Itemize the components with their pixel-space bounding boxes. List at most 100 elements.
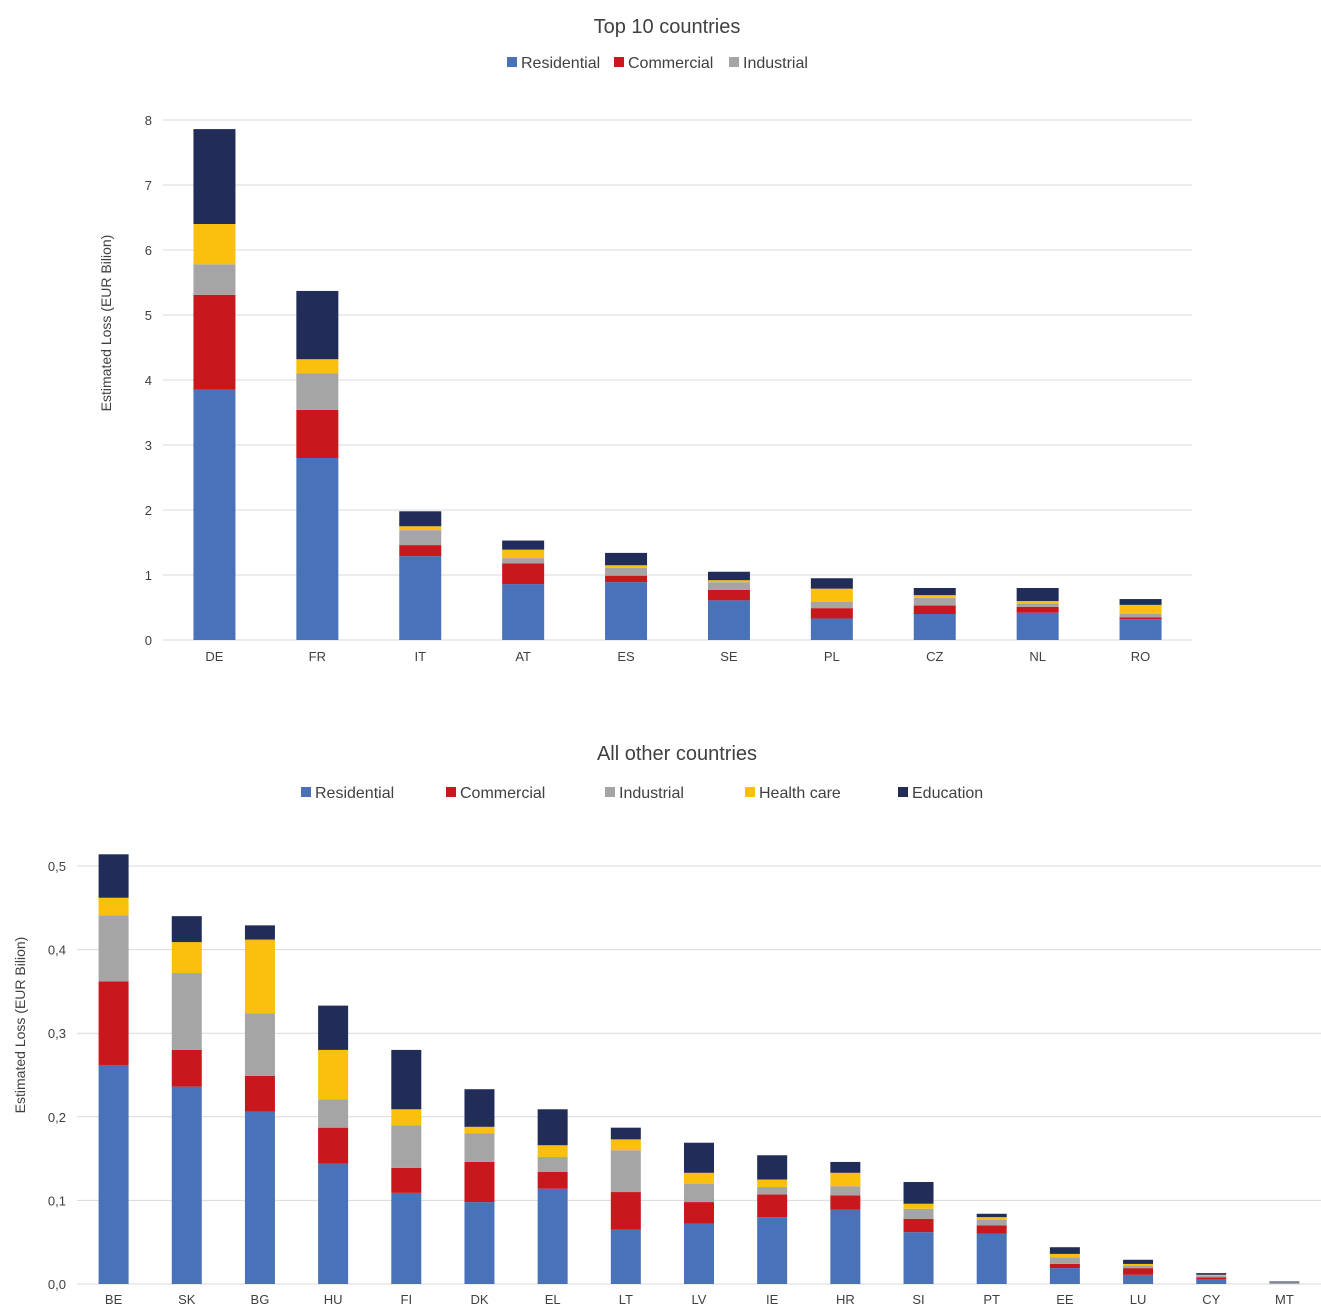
chart-top-10-countries: Top 10 countries Residential Commercial In… <box>98 16 1192 664</box>
bar-segment-lv-education <box>684 1142 714 1173</box>
bar-segment-ee-residential <box>1049 1268 1080 1284</box>
y-tick-label: 2 <box>145 503 152 518</box>
bar-segment-dk-education <box>464 1089 495 1127</box>
y-tick-label: 0,0 <box>48 1277 66 1292</box>
x-tick-label: LT <box>619 1292 633 1307</box>
bar-segment-mt-industrial <box>1269 1282 1300 1284</box>
bar-segment-fi-education <box>391 1049 422 1110</box>
bar-segment-pl-residential <box>810 618 853 640</box>
bar-segment-es-industrial <box>605 567 648 576</box>
legend-swatch <box>614 57 624 67</box>
x-tick-label: HU <box>324 1292 343 1307</box>
bar-segment-lv-residential <box>684 1223 714 1284</box>
bar-segment-de-education <box>193 129 236 224</box>
x-tick-label: DK <box>470 1292 488 1307</box>
y-tick-label: 0,5 <box>48 859 66 874</box>
bar-segment-fi-commercial <box>391 1167 422 1193</box>
bar-segment-ro-health-care <box>1119 604 1162 614</box>
x-tick-label: AT <box>515 649 531 664</box>
bar-segment-at-residential <box>502 584 545 640</box>
bar-segment-ee-commercial <box>1049 1263 1080 1269</box>
bar-segment-es-commercial <box>605 575 648 583</box>
bar-segment-sk-health-care <box>171 942 202 974</box>
x-tick-label: BG <box>251 1292 270 1307</box>
bar-segment-lv-health-care <box>684 1172 714 1184</box>
chart1-bars <box>193 129 1162 640</box>
bar-segment-si-education <box>903 1182 934 1204</box>
bar-segment-fi-residential <box>391 1192 422 1284</box>
legend-label: Health care <box>759 785 841 802</box>
chart2-bars <box>98 854 1300 1284</box>
bar-segment-cy-industrial <box>1196 1275 1227 1278</box>
bar-segment-cz-education <box>913 588 956 596</box>
bar-segment-hr-residential <box>830 1209 861 1284</box>
bar-segment-se-education <box>707 571 750 581</box>
bar-segment-fi-industrial <box>391 1125 422 1168</box>
bar-segment-nl-commercial <box>1016 606 1059 613</box>
bar-segment-lt-education <box>610 1127 641 1140</box>
bar-segment-si-commercial <box>903 1218 934 1233</box>
bar-segment-at-commercial <box>502 563 545 585</box>
bar-segment-hu-industrial <box>318 1099 349 1128</box>
bar-segment-el-education <box>537 1109 568 1146</box>
x-tick-label: SE <box>720 649 738 664</box>
bar-segment-bg-education <box>244 925 275 940</box>
bar-segment-ee-industrial <box>1049 1257 1080 1264</box>
y-tick-label: 0,3 <box>48 1026 66 1041</box>
bar-segment-ie-commercial <box>757 1194 788 1218</box>
bar-segment-ee-education <box>1049 1247 1080 1254</box>
bar-segment-hu-health-care <box>318 1049 349 1100</box>
x-tick-label: DE <box>205 649 223 664</box>
legend-swatch <box>507 57 517 67</box>
y-tick-label: 6 <box>145 243 152 258</box>
bar-segment-es-education <box>605 552 648 566</box>
bar-segment-el-health-care <box>537 1145 568 1157</box>
bar-segment-de-commercial <box>193 294 236 390</box>
x-tick-label: EE <box>1056 1292 1074 1307</box>
y-tick-label: 1 <box>145 568 152 583</box>
bar-segment-be-health-care <box>98 897 129 916</box>
bar-segment-ie-education <box>757 1155 788 1180</box>
bar-segment-bg-health-care <box>244 939 275 1014</box>
x-tick-label: FR <box>309 649 326 664</box>
bar-segment-ro-commercial <box>1119 617 1162 620</box>
bar-segment-de-industrial <box>193 264 236 295</box>
bar-segment-dk-health-care <box>464 1126 495 1134</box>
bar-segment-fr-education <box>296 290 339 360</box>
bar-segment-fr-industrial <box>296 373 339 410</box>
bar-segment-cz-residential <box>913 614 956 640</box>
bar-segment-bg-industrial <box>244 1013 275 1076</box>
chart1-x-axis: DE FR IT AT ES SE PL CZ NL RO <box>205 649 1150 664</box>
bar-segment-se-health-care <box>707 580 750 583</box>
y-tick-label: 0 <box>145 633 152 648</box>
bar-segment-at-industrial <box>502 558 545 564</box>
x-tick-label: IT <box>414 649 426 664</box>
bar-segment-it-commercial <box>399 545 442 557</box>
x-tick-label: FI <box>401 1292 413 1307</box>
x-tick-label: RO <box>1131 649 1151 664</box>
legend-swatch <box>729 57 739 67</box>
bar-segment-lu-residential <box>1123 1274 1154 1284</box>
bar-segment-dk-industrial <box>464 1133 495 1162</box>
bar-segment-hr-health-care <box>830 1172 861 1187</box>
chart2-gridlines <box>77 865 1321 1285</box>
bar-segment-ro-education <box>1119 599 1162 605</box>
y-tick-label: 7 <box>145 178 152 193</box>
legend-swatch <box>745 787 755 797</box>
x-tick-label: MT <box>1275 1292 1294 1307</box>
bar-segment-el-industrial <box>537 1156 568 1172</box>
bar-segment-es-health-care <box>605 565 648 568</box>
chart2-title: All other countries <box>597 743 757 765</box>
bar-segment-si-health-care <box>903 1203 934 1209</box>
bar-segment-be-residential <box>98 1064 129 1284</box>
bar-segment-de-health-care <box>193 224 236 265</box>
bar-segment-ie-industrial <box>757 1187 788 1195</box>
bar-segment-lv-commercial <box>684 1202 714 1224</box>
bar-segment-cy-commercial <box>1196 1277 1227 1279</box>
y-tick-label: 0,2 <box>48 1110 66 1125</box>
bar-segment-pl-education <box>810 578 853 589</box>
bar-segment-pt-education <box>976 1213 1007 1218</box>
bar-segment-lt-residential <box>610 1229 641 1284</box>
x-tick-label: EL <box>545 1292 561 1307</box>
